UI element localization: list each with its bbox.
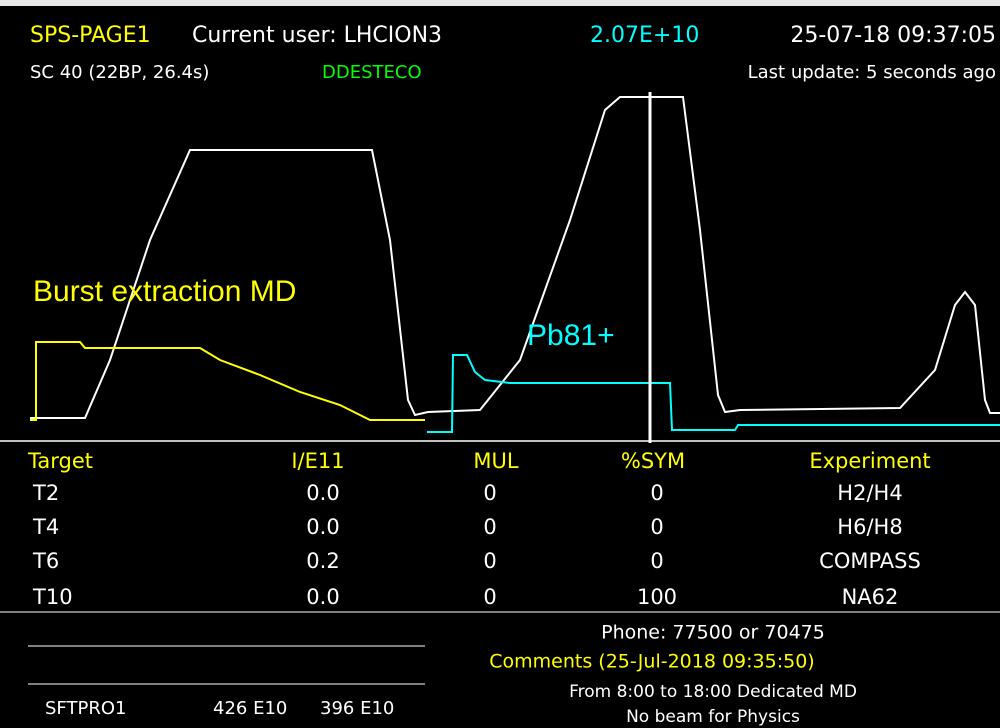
table-cell: COMPASS	[819, 549, 921, 573]
last-update: Last update: 5 seconds ago	[748, 62, 996, 83]
intensity: 2.07E+10	[590, 23, 699, 48]
beam-value: 396 E10	[320, 698, 394, 719]
table-cell: T6	[32, 549, 59, 573]
table-cell: 100	[637, 585, 677, 609]
burst-annotation: Burst extraction MD	[33, 275, 296, 308]
table-cell: T2	[32, 481, 59, 505]
beam-name: SFTPRO1	[45, 698, 126, 719]
datetime: 25-07-18 09:37:05	[790, 23, 996, 48]
cycle: SC 40 (22BP, 26.4s)	[30, 62, 209, 83]
table-cell: 0.0	[306, 515, 339, 539]
column-header: I/E11	[291, 449, 344, 473]
column-header: MUL	[473, 449, 518, 473]
top-border	[0, 0, 1000, 6]
status: DDESTECO	[322, 62, 422, 83]
page-name: SPS-PAGE1	[30, 23, 151, 48]
table-cell: 0	[483, 549, 496, 573]
table-cell: 0	[650, 481, 663, 505]
table-cell: 0.2	[306, 549, 339, 573]
magnet-cycle-trace	[30, 96, 1000, 419]
current-user: Current user: LHCION3	[192, 23, 442, 48]
ion-annotation: Pb81+	[527, 319, 615, 352]
column-header: Experiment	[809, 449, 930, 473]
table-cell: 0.0	[306, 585, 339, 609]
column-header: %SYM	[621, 449, 685, 473]
comment-line: From 8:00 to 18:00 Dedicated MD	[569, 682, 857, 702]
comment-line: No beam for Physics	[626, 707, 800, 727]
table-cell: 0	[650, 515, 663, 539]
burst-trace	[30, 341, 425, 421]
table-cell: 0	[483, 585, 496, 609]
table-cell: H6/H8	[837, 515, 902, 539]
table-cell: 0	[650, 549, 663, 573]
beam-value: 426 E10	[213, 698, 287, 719]
phone: Phone: 77500 or 70475	[601, 622, 825, 644]
target-table: Target I/E11 MUL %SYM Experiment T2 0.0 0 0 H2/H4…	[27, 449, 931, 609]
table-cell: H2/H4	[837, 481, 902, 505]
intensity-trace	[427, 354, 1000, 433]
table-cell: 0.0	[306, 481, 339, 505]
table-cell: T4	[32, 515, 59, 539]
table-cell: 0	[483, 515, 496, 539]
table-cell: NA62	[842, 585, 899, 609]
column-header: Target	[27, 449, 93, 473]
comments-title: Comments (25-Jul-2018 09:35:50)	[489, 651, 814, 673]
table-cell: T10	[32, 585, 73, 609]
table-cell: 0	[483, 481, 496, 505]
